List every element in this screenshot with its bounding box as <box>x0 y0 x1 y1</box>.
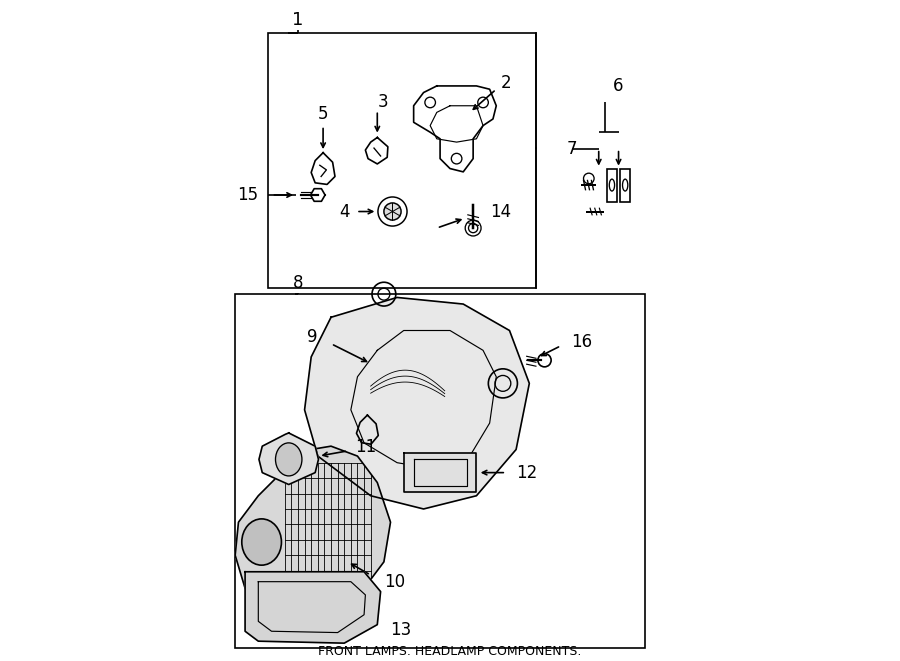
Text: 15: 15 <box>238 186 258 204</box>
Text: 6: 6 <box>613 77 624 95</box>
Ellipse shape <box>242 519 282 565</box>
Circle shape <box>384 203 401 220</box>
Bar <box>607 169 617 202</box>
Bar <box>235 294 645 648</box>
Text: 11: 11 <box>355 438 376 457</box>
Text: 7: 7 <box>567 139 578 158</box>
Polygon shape <box>245 572 381 643</box>
Polygon shape <box>304 297 529 509</box>
Polygon shape <box>404 453 476 492</box>
Text: FRONT LAMPS. HEADLAMP COMPONENTS.: FRONT LAMPS. HEADLAMP COMPONENTS. <box>319 644 581 658</box>
Text: 1: 1 <box>292 11 303 29</box>
Text: 13: 13 <box>391 621 412 639</box>
Ellipse shape <box>275 443 302 476</box>
Polygon shape <box>259 433 319 485</box>
Text: 3: 3 <box>377 93 388 112</box>
Text: 12: 12 <box>516 463 537 482</box>
Polygon shape <box>235 446 391 615</box>
Bar <box>268 33 536 288</box>
Text: 2: 2 <box>501 73 511 92</box>
Text: 9: 9 <box>307 328 318 346</box>
Text: 16: 16 <box>571 332 592 351</box>
Bar <box>620 169 631 202</box>
Text: 5: 5 <box>318 105 328 124</box>
Text: 14: 14 <box>490 202 511 221</box>
Text: 4: 4 <box>339 202 349 221</box>
Text: 8: 8 <box>292 274 303 292</box>
Text: 10: 10 <box>384 572 405 591</box>
